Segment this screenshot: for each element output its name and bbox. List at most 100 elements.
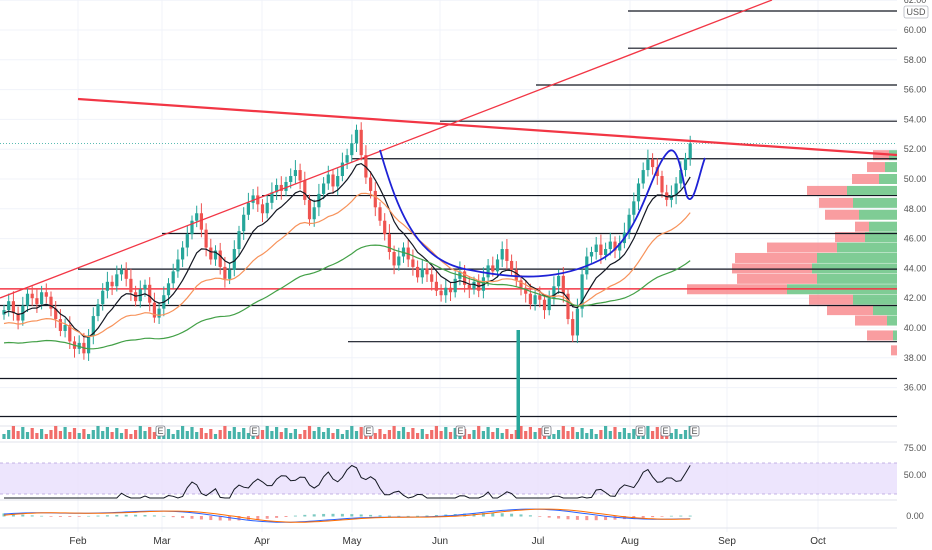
candle-body [312,207,316,220]
volume-bar [312,431,316,439]
macd-histogram-bar [350,514,354,517]
volume-bar [293,429,297,439]
volume-bar [448,432,453,439]
volume-bar [411,428,415,439]
month-tick-label: May [343,536,362,547]
macd-histogram-bar [58,516,62,517]
volume-bar [124,429,128,439]
candle-body [505,249,509,261]
price-tick-label: 62.00 [904,0,927,5]
volume-bar [430,430,434,439]
macd-histogram-bar [171,516,175,518]
candle-body [467,284,471,290]
candle-body [204,229,208,248]
macd-histogram-bar [152,515,156,517]
signal-line [3,508,691,523]
volume-bar [495,428,500,439]
macd-histogram-bar [312,514,316,517]
macd-histogram-bar [613,516,617,520]
volume-bar [608,431,612,439]
volume-bar [589,429,594,439]
ema-50-line [3,244,691,350]
volume-bar [538,428,542,439]
profile-bar-down [732,263,812,274]
volume-bar [571,427,575,439]
macd-histogram-bar [594,516,598,521]
month-tick-label: Mar [153,536,171,547]
candle-body [40,292,44,305]
volume-bar [218,430,222,439]
candle-body [166,283,171,296]
macd-histogram-bar [538,516,542,517]
macd-histogram-bar [237,516,241,521]
volume-bar [613,427,617,439]
candle-body [369,177,373,191]
candle-body [298,170,302,181]
profile-bar-down [827,305,873,316]
volume-bar [453,428,457,439]
candle-body [580,274,584,309]
macd-histogram-bar [641,516,645,518]
earnings-marker-label: E [662,426,668,436]
volume-bar [655,427,659,439]
candle-body [378,207,382,221]
earnings-marker-label: E [157,426,163,436]
volume-bar [397,431,401,439]
candle-body [199,213,203,230]
volume-bar [129,434,133,439]
macd-histogram-bar [688,515,692,517]
volume-bar [199,428,203,439]
candle-body [495,259,500,272]
volume-bar [190,427,194,439]
volume-bar [105,427,109,439]
volume-bar [622,428,626,439]
ema-9-line [3,162,691,338]
earnings-marker [689,425,700,437]
candle-body [444,287,448,296]
candle-body [213,250,218,260]
indicator-panes [2,464,692,523]
candle-body [176,259,180,272]
price-tick-label: 60.00 [904,25,927,35]
macd-histogram-bar [547,516,551,518]
volume-bar [580,428,584,439]
volume-bar [378,429,382,439]
candle-body [30,293,34,299]
macd-histogram-bar [96,515,100,517]
volume-bar [30,428,34,439]
macd-histogram-bar [77,516,81,517]
profile-bar-down [867,330,893,341]
candle-body [228,269,232,279]
profile-bar-down [809,294,853,305]
candle-body [11,301,15,314]
macd-histogram-bar [284,516,288,517]
candle-body [279,184,283,191]
candle-body [195,213,199,221]
candle-body [260,204,265,214]
candle-body [307,199,312,220]
candle-body [16,313,20,321]
candle-body [115,274,119,287]
month-tick-label: Jul [532,536,545,547]
macd-histogram-bar [30,515,34,517]
candle-body [669,195,673,200]
volume-bar [322,432,326,439]
macd-tick-label: 0.00 [906,511,924,521]
candle-body [354,129,359,144]
month-tick-label: Oct [810,536,826,547]
candle-body [589,252,594,257]
volume-bar [477,426,481,439]
volume-bar [260,430,265,439]
candle-body [491,265,495,272]
candle-body [345,155,349,163]
candle-body [152,302,156,318]
volume-bar [387,430,391,439]
volume-bar [618,432,622,439]
candle-body [373,190,377,208]
candle-body [575,308,579,336]
falling-trend-line [77,97,898,157]
candle-body [660,176,664,193]
macd-histogram-bar [463,513,467,517]
macd-histogram-bar [87,515,91,517]
volume-bar [472,430,476,439]
